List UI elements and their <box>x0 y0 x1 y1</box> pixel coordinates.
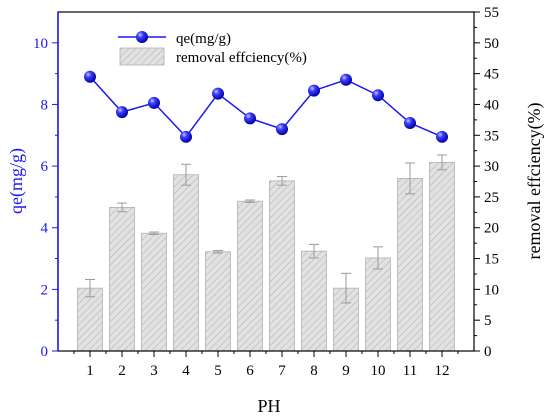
qe-point <box>436 130 448 143</box>
error-bar <box>117 202 127 213</box>
y-tick-label-right: 5 <box>484 313 492 329</box>
qe-point <box>276 123 288 136</box>
qe-point <box>404 116 416 129</box>
bar <box>109 206 135 352</box>
qe-point <box>340 73 352 86</box>
bar <box>205 251 231 352</box>
bar <box>429 161 455 352</box>
y-axis-title-right: removal effciency(%) <box>524 102 545 259</box>
x-tick-label: 2 <box>118 363 126 379</box>
error-bar <box>213 250 223 254</box>
error-bar <box>341 272 351 304</box>
y-tick-label-right: 25 <box>484 190 499 206</box>
y-tick-label-left: 10 <box>33 36 48 52</box>
y-axis-title-left: qe(mg/g) <box>6 148 27 214</box>
x-tick-label: 8 <box>310 363 318 379</box>
y-tick-label-right: 50 <box>484 36 499 52</box>
x-axis-title: PH <box>257 396 280 416</box>
bar-series <box>77 161 455 352</box>
bar <box>397 178 423 352</box>
bar <box>269 180 295 352</box>
y-tick-label-left: 6 <box>41 159 49 175</box>
y-tick-label-right: 0 <box>484 344 492 360</box>
qe-point <box>212 87 224 100</box>
y-tick-label-left: 8 <box>41 97 49 113</box>
y-tick-label-right: 40 <box>484 97 499 113</box>
legend-label-qe: qe(mg/g) <box>176 31 231 47</box>
y-tick-label-right: 30 <box>484 159 499 175</box>
y-tick-label-left: 4 <box>41 221 49 237</box>
x-tick-label: 10 <box>371 363 386 379</box>
error-bar <box>437 154 447 171</box>
bar <box>237 200 263 352</box>
bar <box>141 232 167 352</box>
x-tick-label: 9 <box>342 363 350 379</box>
y-tick-label-left: 2 <box>41 282 49 298</box>
x-tick-label: 5 <box>214 363 222 379</box>
x-tick-label: 1 <box>86 363 94 379</box>
y-tick-label-right: 20 <box>484 221 499 237</box>
error-bar <box>405 162 415 195</box>
qe-point <box>84 70 96 83</box>
error-bar <box>181 163 191 186</box>
qe-point <box>308 84 320 97</box>
error-bar <box>373 246 383 270</box>
error-bar <box>245 199 255 203</box>
y-tick-label-right: 45 <box>484 67 499 83</box>
line-series <box>84 70 448 143</box>
y-tick-label-left: 0 <box>41 344 49 360</box>
qe-point <box>372 89 384 102</box>
y-tick-label-right: 55 <box>484 5 499 21</box>
legend-marker-swatch <box>136 31 148 43</box>
x-tick-label: 6 <box>246 363 254 379</box>
x-tick-label: 7 <box>278 363 286 379</box>
axes: 1 2 3 4 5 6 7 8 9 10 11 120246810051015202530354045… <box>33 5 499 379</box>
y-tick-label-right: 35 <box>484 128 499 144</box>
x-tick-label: 4 <box>182 363 190 379</box>
legend-label-removal: removal effciency(%) <box>176 50 307 66</box>
x-tick-label: 11 <box>403 363 417 379</box>
bar <box>173 174 199 352</box>
qe-point <box>244 112 256 125</box>
qe-point <box>148 96 160 109</box>
qe-point <box>116 106 128 119</box>
bar <box>365 257 391 352</box>
error-bar <box>149 231 159 236</box>
error-bar <box>85 279 95 298</box>
bar <box>77 287 103 352</box>
bar <box>301 250 327 352</box>
error-bars <box>85 154 447 304</box>
qe-point <box>180 130 192 143</box>
qe-line <box>89 76 443 138</box>
error-bar <box>277 176 287 186</box>
y-tick-label-right: 10 <box>484 282 499 298</box>
y-tick-label-right: 15 <box>484 252 499 268</box>
x-tick-label: 3 <box>150 363 158 379</box>
legend: qe(mg/g) removal effciency(%) <box>118 31 307 66</box>
legend-bar-swatch <box>119 47 165 66</box>
error-bar <box>309 243 319 259</box>
x-tick-label: 12 <box>435 363 450 379</box>
